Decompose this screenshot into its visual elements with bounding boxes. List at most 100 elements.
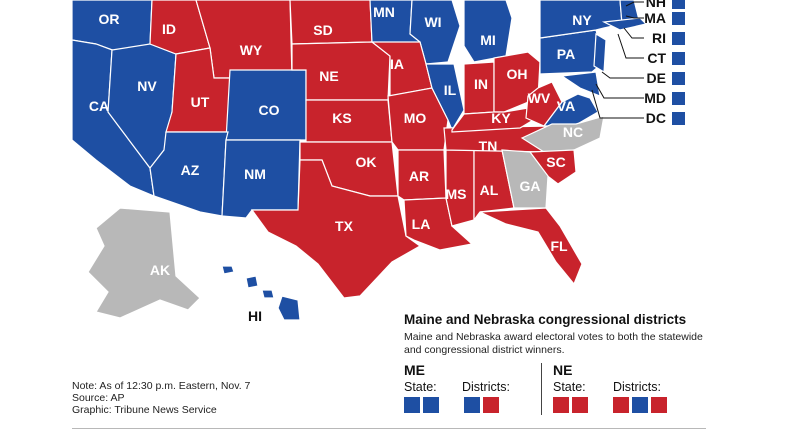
state-labels: OR ID WY SD MN WI MI NY NV NE IA IL IN OH PA CA UT CO KS MO… xyxy=(89,4,593,324)
state-label-ny: NY xyxy=(572,12,592,28)
state-label-al: AL xyxy=(480,182,499,198)
state-label-or: OR xyxy=(99,11,120,27)
callout-label-dc: DC xyxy=(646,110,666,126)
state-shape-wi xyxy=(409,0,461,65)
callout-label-ri: RI xyxy=(652,30,666,46)
state-shape-mi xyxy=(463,0,513,63)
callout-square-ma xyxy=(672,12,685,25)
state-label-mi: MI xyxy=(480,32,496,48)
state-shape-md xyxy=(560,71,601,97)
state-label-ar: AR xyxy=(409,168,429,184)
state-label-ks: KS xyxy=(332,110,351,126)
maine-districts-label: Districts: xyxy=(462,380,510,394)
callout-label-nh: NH xyxy=(646,0,666,10)
callout-label-md: MD xyxy=(644,90,666,106)
maine-code: ME xyxy=(404,362,425,378)
callout-square-md xyxy=(672,92,685,105)
state-label-ms: MS xyxy=(446,186,467,202)
callout-line-nh xyxy=(625,1,644,7)
state-label-wy: WY xyxy=(240,42,263,58)
congressional-districts-panel: Maine and Nebraska congressional distric… xyxy=(404,312,704,357)
state-label-az: AZ xyxy=(181,162,200,178)
state-label-ut: UT xyxy=(191,94,210,110)
state-label-fl: FL xyxy=(550,238,568,254)
state-label-mn: MN xyxy=(373,4,395,20)
callout-line-ma xyxy=(625,15,644,19)
state-label-hi: HI xyxy=(248,308,262,324)
maine-state-label: State: xyxy=(404,380,437,394)
state-label-ca: CA xyxy=(89,98,109,114)
result-square xyxy=(632,397,648,413)
state-label-va: VA xyxy=(557,98,575,114)
credit-line: Graphic: Tribune News Service xyxy=(72,404,217,416)
result-square xyxy=(464,397,480,413)
state-label-pa: PA xyxy=(557,46,575,62)
result-square xyxy=(423,397,439,413)
state-shape-ny xyxy=(539,0,623,39)
state-label-nm: NM xyxy=(244,166,266,182)
note-line: Note: As of 12:30 p.m. Eastern, Nov. 7 xyxy=(72,380,251,392)
state-label-wv: WV xyxy=(528,90,551,106)
result-square xyxy=(572,397,588,413)
cd-divider xyxy=(541,363,542,415)
result-square xyxy=(613,397,629,413)
state-shape-nj xyxy=(593,32,607,74)
callout-line-ct xyxy=(617,33,644,59)
state-label-tn: TN xyxy=(479,138,498,154)
state-label-ga: GA xyxy=(520,178,541,194)
state-label-sc: SC xyxy=(546,154,565,170)
callout-line-de xyxy=(601,71,644,79)
state-label-ne: NE xyxy=(319,68,338,84)
callout-label-ma: MA xyxy=(644,10,666,26)
callout-square-dc xyxy=(672,112,685,125)
state-shape-hi xyxy=(221,265,301,321)
result-square xyxy=(404,397,420,413)
state-label-sd: SD xyxy=(313,22,332,38)
state-label-ak: AK xyxy=(150,262,170,278)
result-square xyxy=(483,397,499,413)
state-label-id: ID xyxy=(162,21,176,37)
state-label-ia: IA xyxy=(390,56,404,72)
state-label-in: IN xyxy=(474,76,488,92)
state-label-ky: KY xyxy=(491,110,511,126)
callout-line-md xyxy=(595,83,644,99)
nebraska-code: NE xyxy=(553,362,573,378)
state-label-tx: TX xyxy=(335,218,354,234)
result-square xyxy=(553,397,569,413)
callout-line-ri xyxy=(623,27,644,39)
source-line: Source: AP xyxy=(72,392,125,404)
callout-label-de: DE xyxy=(647,70,666,86)
callout-label-ct: CT xyxy=(647,50,666,66)
state-label-wi: WI xyxy=(424,14,441,30)
state-shape-fl xyxy=(479,207,583,286)
state-label-la: LA xyxy=(412,216,431,232)
cd-description: Maine and Nebraska award electoral votes… xyxy=(404,331,703,356)
cd-title: Maine and Nebraska congressional distric… xyxy=(404,312,687,327)
callout-square-ct xyxy=(672,52,685,65)
callout-line-dc xyxy=(591,89,644,119)
state-label-nv: NV xyxy=(137,78,157,94)
callout-square-nh xyxy=(672,0,685,9)
state-label-oh: OH xyxy=(507,66,528,82)
state-shapes xyxy=(71,0,648,321)
callout-square-ri xyxy=(672,32,685,45)
nebraska-state-label: State: xyxy=(553,380,586,394)
state-shape-ak xyxy=(87,207,201,319)
state-label-co: CO xyxy=(259,102,280,118)
state-label-mo: MO xyxy=(404,110,427,126)
callout-square-de xyxy=(672,72,685,85)
bottom-rule xyxy=(72,428,706,429)
nebraska-districts-label: Districts: xyxy=(613,380,661,394)
state-shape-ga xyxy=(501,149,549,209)
state-shape-ne xyxy=(291,41,391,101)
state-label-il: IL xyxy=(444,82,457,98)
state-label-ok: OK xyxy=(356,154,377,170)
state-label-nc: NC xyxy=(563,124,583,140)
result-square xyxy=(651,397,667,413)
state-shape-tx xyxy=(250,159,422,299)
source-notes: Note: As of 12:30 p.m. Eastern, Nov. 7 S… xyxy=(72,380,250,416)
state-shape-ma xyxy=(601,17,648,31)
state-shape-az xyxy=(149,131,229,217)
